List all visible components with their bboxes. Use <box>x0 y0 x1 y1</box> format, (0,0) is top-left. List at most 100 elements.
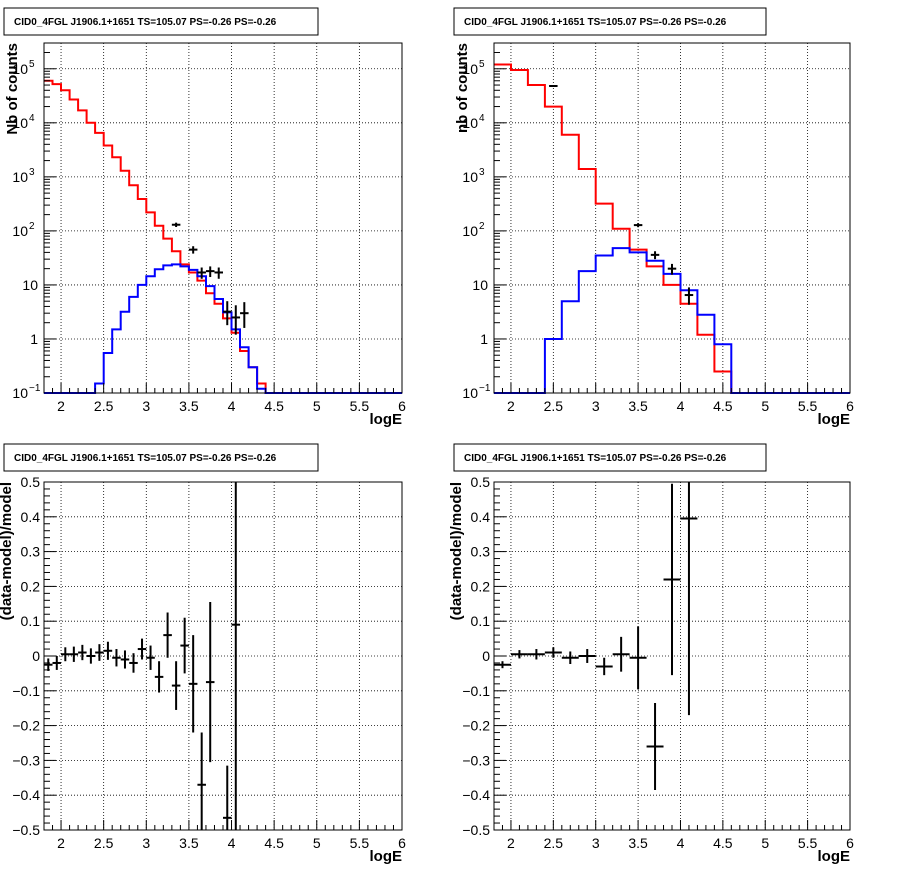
x-tick-label: 3 <box>142 835 150 851</box>
grid <box>44 481 403 831</box>
data-point <box>629 626 647 690</box>
chart-title: CID0_4FGL J1906.1+1651 TS=105.07 PS=-0.2… <box>464 17 727 28</box>
y-tick-label: 10 <box>462 385 478 401</box>
x-tick-label: 2.5 <box>94 398 114 414</box>
y-tick-label: 10 <box>12 169 28 185</box>
data-point <box>205 266 215 278</box>
y-tick-label: −0.1 <box>462 683 490 699</box>
x-tick-label: 3 <box>142 398 150 414</box>
x-tick-label: 2 <box>57 835 65 851</box>
y-tick-label: 10 <box>12 61 28 77</box>
chart-panel: CID0_4FGL J1906.1+1651 TS=105.07 PS=-0.2… <box>453 7 854 428</box>
x-axis-label: logE <box>818 411 851 428</box>
y-tick-exponent: 4 <box>479 113 485 124</box>
y-tick-exponent: 2 <box>29 221 35 232</box>
x-tick-label: 3.5 <box>628 835 648 851</box>
x-tick-label: 3 <box>592 398 600 414</box>
y-tick-label: 10 <box>462 61 478 77</box>
y-tick-label: 10 <box>462 223 478 239</box>
y-tick-label: 0 <box>32 648 40 664</box>
y-tick-exponent: 3 <box>479 167 485 178</box>
data-point <box>578 649 596 663</box>
data-point <box>633 223 643 228</box>
data-point <box>650 251 660 260</box>
chart-panel: CID0_4FGL J1906.1+1651 TS=105.07 PS=-0.2… <box>0 443 406 865</box>
data-point <box>44 658 53 671</box>
data-point <box>684 287 694 305</box>
data-point <box>188 246 198 254</box>
x-tick-label: 5.5 <box>798 398 818 414</box>
data-point <box>494 661 511 669</box>
data-point <box>663 483 681 676</box>
x-tick-label: 5 <box>761 835 769 851</box>
data-point <box>544 647 562 658</box>
y-tick-label: −0.4 <box>12 787 40 803</box>
chart-title: CID0_4FGL J1906.1+1651 TS=105.07 PS=-0.2… <box>14 453 277 464</box>
y-tick-label: −0.2 <box>462 718 490 734</box>
chart-title: CID0_4FGL J1906.1+1651 TS=105.07 PS=-0.2… <box>464 453 727 464</box>
x-axis-ticks <box>493 820 851 830</box>
x-tick-label: 2 <box>57 398 65 414</box>
data-point <box>52 656 62 670</box>
x-tick-label: 3.5 <box>179 398 199 414</box>
x-tick-label: 6 <box>846 835 854 851</box>
x-axis-ticks <box>43 383 403 393</box>
title-box <box>453 7 767 36</box>
y-tick-label: 0.1 <box>471 613 491 629</box>
x-tick-label: 4.5 <box>264 835 284 851</box>
x-tick-label: 4.5 <box>713 398 733 414</box>
data-point <box>171 661 181 710</box>
y-tick-label: 10 <box>12 115 28 131</box>
grid <box>494 43 851 394</box>
data-point <box>549 85 558 88</box>
y-tick-label: 10 <box>462 115 478 131</box>
x-axis-label: logE <box>818 848 851 865</box>
y-tick-label: 1 <box>30 331 38 347</box>
y-axis-label: (data-model)/model <box>448 482 465 620</box>
x-tick-label: 4 <box>228 398 236 414</box>
data-point <box>78 644 87 661</box>
data-point <box>86 648 96 664</box>
y-tick-label: 0.3 <box>21 544 41 560</box>
y-tick-label: −0.1 <box>12 683 40 699</box>
y-tick-label: 0.5 <box>21 474 41 490</box>
x-tick-label: 2.5 <box>94 835 114 851</box>
x-tick-label: 3 <box>592 835 600 851</box>
x-tick-label: 4.5 <box>264 398 284 414</box>
x-tick-label: 6 <box>846 398 854 414</box>
data-point <box>180 617 189 674</box>
data-point <box>595 657 613 676</box>
x-axis-ticks <box>43 820 403 830</box>
data-point <box>667 263 677 275</box>
data-point <box>231 305 241 335</box>
x-tick-label: 2.5 <box>544 835 564 851</box>
data-point <box>197 267 206 279</box>
x-tick-label: 5 <box>313 835 321 851</box>
data-point <box>103 641 113 660</box>
plot-frame <box>493 42 851 394</box>
data-point <box>646 702 664 790</box>
data-point <box>240 302 249 328</box>
y-axis-ticks <box>44 42 56 394</box>
y-tick-exponent: 5 <box>479 59 485 70</box>
data-point <box>680 482 698 716</box>
data-point <box>214 267 223 279</box>
data-point <box>561 651 579 665</box>
x-tick-label: 4 <box>677 835 685 851</box>
data-point <box>129 653 138 673</box>
x-tick-label: 3.5 <box>179 835 199 851</box>
y-axis-label: Nb of counts <box>4 43 21 135</box>
x-tick-label: 5 <box>761 398 769 414</box>
data-point <box>223 765 232 830</box>
x-tick-label: 5.5 <box>798 835 818 851</box>
y-tick-exponent: 3 <box>29 167 35 178</box>
x-tick-label: 4 <box>228 835 236 851</box>
y-tick-label: 1 <box>480 331 488 347</box>
y-tick-label: 10 <box>12 385 28 401</box>
y-tick-exponent: 5 <box>29 59 35 70</box>
data-point <box>527 649 545 660</box>
data-point <box>146 645 155 670</box>
y-tick-label: −0.5 <box>12 822 40 838</box>
data-point <box>231 482 241 830</box>
y-tick-label: 10 <box>462 169 478 185</box>
